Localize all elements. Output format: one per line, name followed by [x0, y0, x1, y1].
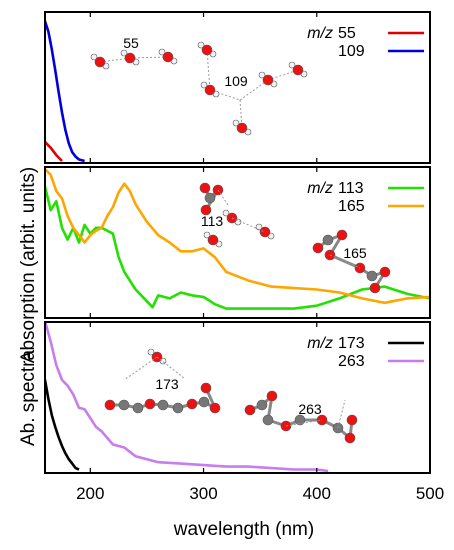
hydrogen-bond: [239, 99, 243, 129]
atom: [200, 81, 208, 89]
atom: [203, 231, 211, 239]
molecule-label: 263: [298, 401, 322, 417]
series-line-55: [45, 140, 63, 162]
atom: [266, 390, 278, 402]
series-line-263: [45, 322, 329, 473]
molecule-label: 55: [123, 35, 139, 51]
atom: [336, 229, 348, 241]
molecule-label: 109: [224, 73, 248, 89]
legend-label-109: 109: [338, 43, 365, 60]
atom: [204, 84, 216, 96]
panel-frame-1: [44, 11, 431, 164]
atom: [322, 234, 334, 246]
legend-label-165: 165: [338, 198, 365, 215]
y-axis-label-bottom: Ab. spectra: [18, 350, 39, 447]
legend-mz-prefix: m/z: [307, 180, 333, 197]
panel-frame-3: [44, 321, 431, 474]
atom: [200, 204, 212, 216]
hydrogen-bond: [156, 356, 185, 379]
hydrogen-bond: [231, 217, 266, 233]
x-axis-label: wavelength (nm): [173, 519, 314, 540]
x-tick-label-500: 500: [416, 484, 444, 503]
x-tick-label-200: 200: [76, 484, 104, 503]
hydrogen-bond: [329, 254, 361, 269]
molecule-label: 113: [201, 213, 224, 229]
atom: [258, 71, 266, 79]
atom: [200, 382, 212, 394]
atom: [346, 414, 358, 426]
atom: [198, 396, 210, 408]
hydrogen-bond: [337, 399, 346, 429]
atom: [255, 223, 263, 231]
atom: [366, 270, 378, 282]
legend-label-173: 173: [338, 335, 365, 352]
series-line-109: [45, 20, 85, 163]
series-line-173: [45, 379, 80, 471]
atom: [186, 398, 198, 410]
legend-mz-prefix: m/z: [307, 335, 333, 352]
atom: [244, 404, 256, 416]
atom: [236, 122, 248, 134]
atom: [262, 74, 274, 86]
atom: [132, 402, 144, 414]
atom: [199, 182, 211, 194]
legend-mz-prefix: m/z: [307, 25, 333, 42]
atom: [259, 226, 271, 238]
y-axis-label-top: Absorption (arbit. units): [18, 167, 39, 363]
atom: [158, 48, 166, 56]
atom: [232, 119, 240, 127]
molecule-label: 165: [343, 245, 367, 261]
atom: [144, 398, 156, 410]
atom: [162, 51, 174, 63]
atom: [209, 402, 221, 414]
panel-frame-2: [44, 166, 431, 319]
hydrogen-bond: [123, 356, 158, 381]
atom: [172, 402, 184, 414]
series-line-113: [45, 186, 430, 310]
atom: [197, 41, 205, 49]
atom: [207, 234, 219, 246]
atom: [104, 399, 116, 411]
atom: [294, 414, 306, 426]
atom: [256, 399, 268, 411]
legend-label-263: 263: [338, 353, 365, 370]
atom: [344, 432, 356, 444]
atom: [204, 192, 216, 204]
atom: [379, 266, 391, 278]
series-line-165: [45, 168, 430, 305]
atom: [90, 53, 98, 61]
atom: [124, 52, 136, 64]
molecule-label: 173: [155, 376, 179, 392]
atom: [120, 49, 128, 57]
atom: [157, 399, 169, 411]
hydrogen-bond: [129, 56, 169, 59]
legend-label-55: 55: [338, 25, 356, 42]
atom: [222, 209, 230, 217]
atom: [292, 64, 304, 76]
x-tick-label-400: 400: [303, 484, 331, 503]
hydrogen-bond: [239, 79, 269, 101]
atom: [94, 56, 106, 68]
legend-label-113: 113: [338, 180, 364, 197]
atom: [118, 399, 130, 411]
atom: [288, 61, 296, 69]
atom: [312, 242, 324, 254]
hydrogen-bond: [206, 49, 211, 91]
hydrogen-bond: [217, 189, 229, 206]
atom: [369, 282, 381, 294]
x-tick-label-300: 300: [189, 484, 217, 503]
atom: [201, 44, 213, 56]
atom: [147, 348, 155, 356]
atom: [262, 414, 274, 426]
